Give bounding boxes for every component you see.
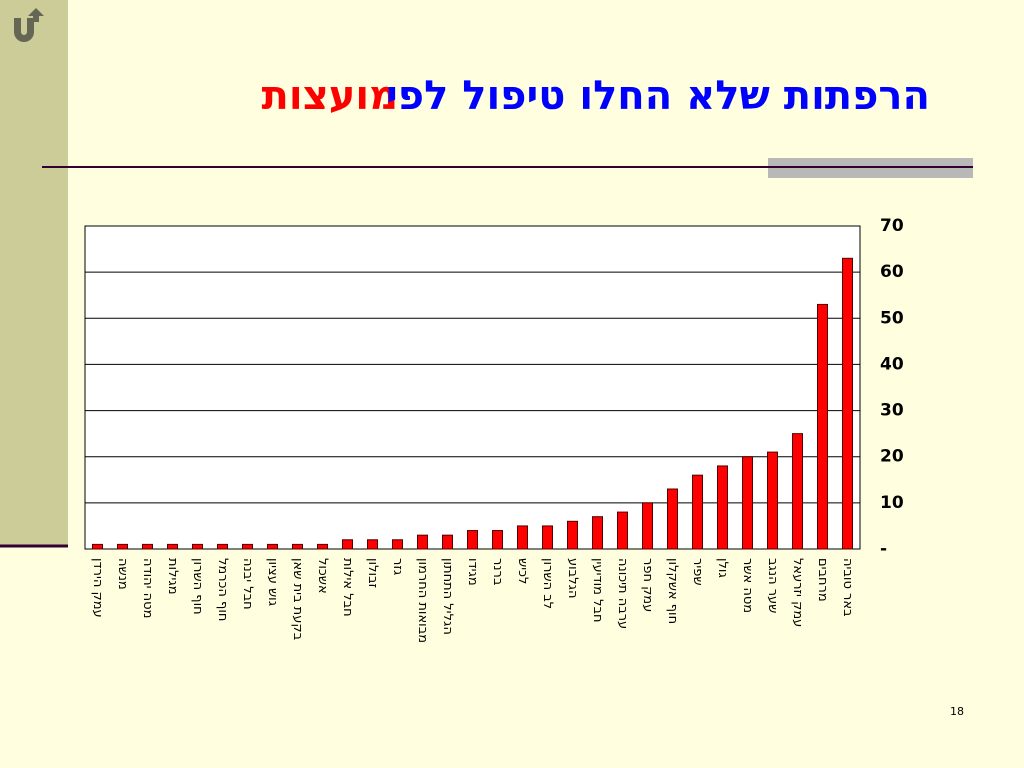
bar [167,543,178,550]
bar [792,433,803,550]
x-tick-label: באר טוביה [840,558,855,617]
x-tick-label: הגליל התחתון [440,558,455,635]
x-tick-label: לב השרון [540,558,555,609]
x-tick-label: עמק חפר [640,558,655,612]
title-main: הרפתות שלא החלו טיפול לפי [386,73,930,119]
y-tick-label: 50 [880,308,904,328]
y-tick-label: - [880,539,887,559]
bar [392,539,403,550]
side-strip [0,0,68,545]
y-tick-label: 30 [880,401,904,421]
x-tick-label: שער הנגב [765,558,780,613]
bar [117,543,128,550]
logo[interactable] [14,8,44,42]
x-tick-label: מגילות [165,558,180,595]
x-tick-label: מבואות החרמון [415,558,430,643]
x-tick-label: חוף השרון [190,558,205,615]
x-tick-label: מגידו [465,558,480,586]
bar [492,530,503,550]
x-tick-label: מטה אשר [740,558,755,613]
title-highlight: מועצות [262,73,398,119]
bar [142,543,153,550]
x-tick-label: מטה יהודה [140,558,155,618]
x-tick-label: גולן [715,558,730,578]
x-tick-label: מנשה [115,558,130,590]
x-tick-label: גוש עציון [265,558,280,606]
bar [692,474,703,550]
bar [567,520,578,550]
bar [767,451,778,550]
x-tick-label: עמק הירדן [90,558,105,618]
bar [517,525,528,550]
bar [742,456,753,550]
y-tick-label: 10 [880,493,904,513]
y-tick-label: 60 [880,262,904,282]
bar [367,539,378,550]
page-number: 18 [950,705,964,718]
x-tick-label: הגלבוע [565,558,580,598]
bar [667,488,678,550]
x-tick-label: שפיר [690,558,705,586]
y-tick-label: 40 [880,354,904,374]
x-tick-label: בקעת בית שאן [290,558,305,640]
x-tick-label: גזר [390,558,405,575]
y-tick-label: 20 [880,447,904,467]
x-tick-label: חוף אשקלון [665,558,680,624]
x-tick-label: מרחבים [815,558,830,602]
bar [642,502,653,550]
bar [317,543,328,550]
bar [467,530,478,550]
x-tick-label: אשכול [315,558,330,594]
bar [92,543,103,550]
x-tick-label: ברנר [490,558,505,585]
bar [192,543,203,550]
slide-title: הרפתות שלא החלו טיפול לפימועצות [262,73,930,119]
bar [342,539,353,550]
bar [717,465,728,550]
x-tick-label: לכיש [515,558,530,584]
bar [817,303,828,550]
x-tick-label: חבל יבנה [240,558,255,610]
bar [592,516,603,550]
x-tick-label: זבולון [365,558,380,588]
x-tick-label: עמק יזרעאל [790,558,805,627]
bar [217,543,228,550]
bar [242,543,253,550]
bar [442,534,453,550]
bar [542,525,553,550]
bar [292,543,303,550]
bar [267,543,278,550]
x-tick-label: חבל מודיעין [590,558,605,623]
bar [417,534,428,550]
y-tick-label: 70 [880,216,904,236]
x-tick-label: חוף הכרמל [215,558,230,621]
bar [842,257,853,550]
x-tick-label: ערבה תיכונה [615,558,630,629]
x-tick-label: חבל אילות [340,558,355,617]
bar [617,511,628,550]
